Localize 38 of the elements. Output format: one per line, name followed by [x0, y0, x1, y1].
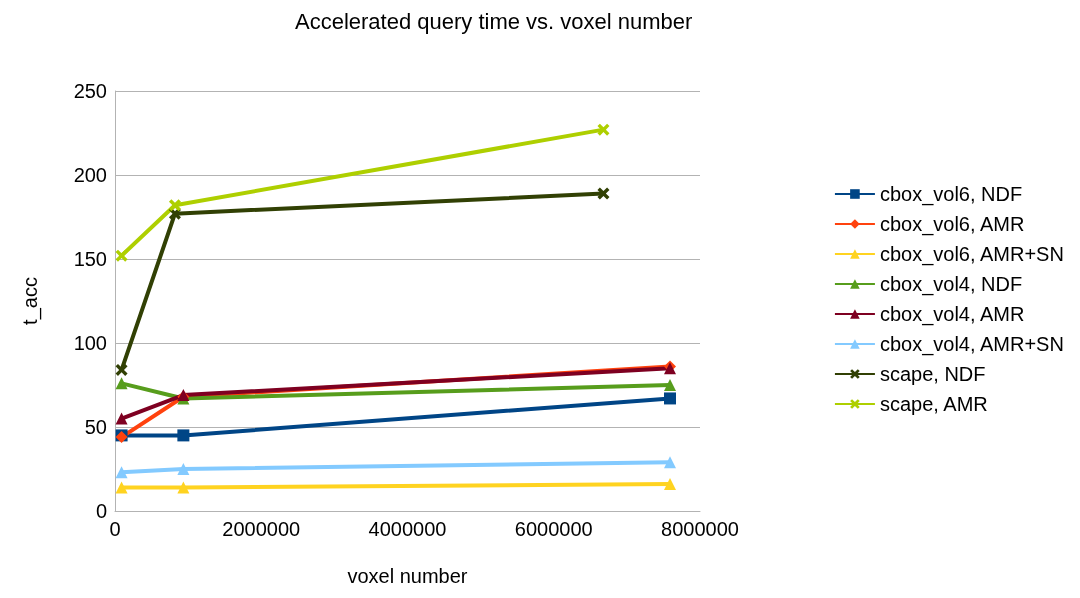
legend-label: cbox_vol4, NDF: [879, 273, 1023, 296]
point: [177, 463, 190, 475]
x-tick-label: 8000000: [661, 518, 739, 540]
y-tick-label: 250: [73, 80, 107, 102]
y-tick-label: 0: [95, 500, 107, 522]
point: [168, 199, 181, 212]
legend-label: cbox_vol4, AMR+SN: [879, 333, 1064, 356]
legend-label: cbox_vol6, NDF: [879, 183, 1023, 206]
x-tick-label: 0: [109, 518, 121, 540]
x-tick-label: 2000000: [222, 518, 301, 540]
y-tick-label: 200: [73, 164, 107, 186]
x-axis-title: voxel number: [347, 565, 468, 587]
point: [115, 466, 128, 479]
y-tick-label: 150: [73, 248, 107, 270]
point: [664, 478, 677, 491]
chart-title: Accelerated query time vs. voxel number: [295, 8, 693, 34]
legend-label: cbox_vol6, AMR+SN: [879, 243, 1064, 266]
point: [664, 379, 677, 391]
x-tick-label: 4000000: [368, 518, 447, 540]
legend-label: scape, AMR: [879, 393, 988, 415]
point: [664, 456, 677, 469]
point: [115, 412, 128, 425]
legend-label: cbox_vol4, AMR: [879, 303, 1025, 326]
point: [597, 187, 610, 200]
y-tick-label: 100: [73, 332, 107, 354]
point: [115, 249, 128, 262]
point: [177, 481, 190, 494]
point: [115, 377, 128, 390]
point: [115, 481, 128, 494]
legend-label: cbox_vol6, AMR: [879, 213, 1025, 236]
y-axis-title: t_acc: [19, 277, 42, 325]
x-tick-label: 6000000: [514, 518, 593, 540]
point: [115, 363, 128, 376]
legend-label: scape, NDF: [879, 363, 986, 385]
point: [664, 392, 677, 405]
point: [597, 123, 610, 136]
y-tick-label: 50: [84, 416, 107, 438]
point: [177, 429, 190, 442]
